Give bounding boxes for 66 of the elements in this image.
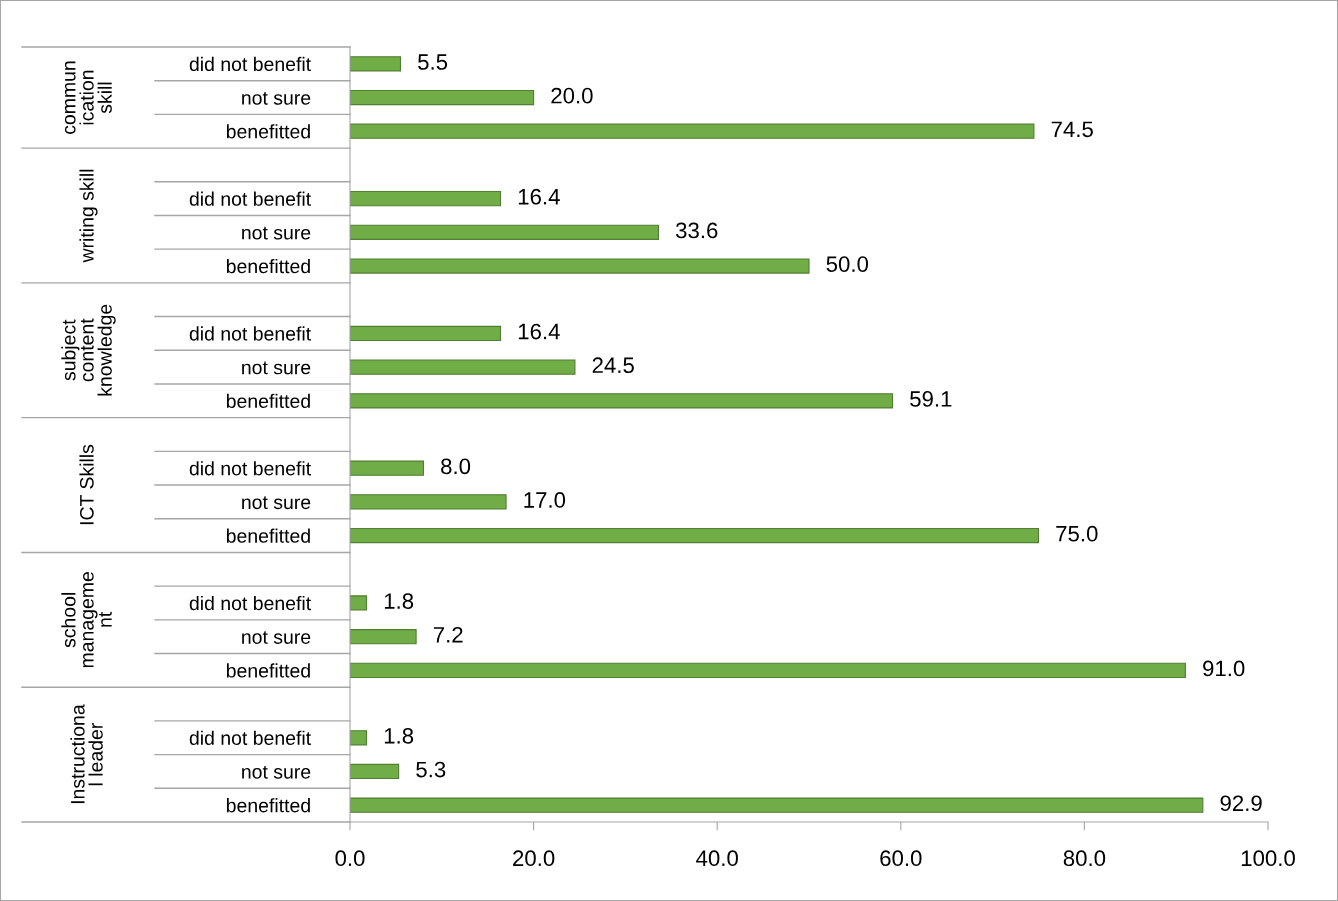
data-label: 5.5 — [418, 54, 448, 70]
data-label: 1.8 — [384, 727, 414, 744]
text: Instructiona l leader — [70, 704, 103, 804]
bar — [350, 730, 368, 746]
bar — [350, 123, 1035, 139]
bar — [350, 393, 894, 409]
y-tick-label: benefitted — [226, 393, 310, 409]
y-tick-label: did not benefit — [189, 326, 311, 341]
y-tick-label: benefitted — [226, 663, 310, 678]
x-tick-label: 60.0 — [880, 850, 922, 867]
text: school manageme nt — [61, 572, 112, 668]
bar — [350, 89, 535, 106]
text: subject content knowledge — [61, 304, 116, 396]
x-tick-label: 100.0 — [1241, 850, 1295, 867]
bar — [350, 460, 424, 476]
data-label: 16.4 — [518, 188, 560, 205]
data-label: 91.0 — [1203, 660, 1245, 677]
data-label: 50.0 — [826, 256, 869, 272]
y-tick-label: did not benefit — [189, 56, 311, 72]
y-tick-label: benefitted — [226, 124, 310, 139]
data-label: 17.0 — [524, 492, 566, 508]
y-tick-label: did not benefit — [189, 461, 311, 476]
bar — [350, 527, 1040, 544]
bar — [350, 797, 1204, 813]
x-tick-label: 40.0 — [696, 850, 738, 867]
data-label: 33.6 — [675, 222, 718, 239]
data-label: 92.9 — [1220, 795, 1262, 812]
text: commun ication skill — [64, 61, 112, 134]
bar — [350, 629, 417, 645]
x-tick-label: 0.0 — [335, 850, 365, 867]
y-tick-label: not sure — [242, 496, 311, 510]
data-label: 7.2 — [433, 626, 463, 643]
bar — [350, 494, 507, 510]
y-tick-label: did not benefit — [189, 191, 311, 206]
y-tick-label: benefitted — [226, 528, 310, 543]
y-tick-label: not sure — [242, 765, 311, 779]
y-tick-label: not sure — [242, 631, 311, 644]
bar — [350, 595, 368, 611]
data-label: 59.1 — [910, 391, 952, 407]
x-tick-label: 20.0 — [513, 850, 555, 867]
data-label: 75.0 — [1056, 525, 1098, 542]
y-tick-label: did not benefit — [189, 730, 311, 745]
y-tick-label: benefitted — [226, 798, 310, 813]
data-label: 5.3 — [416, 761, 446, 778]
y-tick-label: benefitted — [226, 258, 310, 274]
y-tick-label: not sure — [242, 361, 311, 375]
data-label: 16.4 — [518, 323, 560, 340]
y-tick-label: not sure — [242, 92, 311, 105]
bar — [350, 258, 810, 274]
y-tick-label: did not benefit — [189, 595, 311, 611]
bar — [350, 325, 502, 342]
y-tick-label: not sure — [242, 226, 311, 240]
data-label: 74.5 — [1051, 121, 1093, 138]
bar — [350, 662, 1186, 679]
data-label: 8.0 — [441, 458, 471, 475]
bar — [350, 56, 402, 72]
bar — [350, 359, 576, 375]
bar — [350, 224, 660, 240]
data-label: 1.8 — [384, 593, 414, 609]
bar — [350, 763, 400, 780]
text: writing skill — [79, 169, 98, 263]
bar — [350, 190, 502, 207]
data-label: 20.0 — [551, 87, 593, 104]
data-label: 24.5 — [592, 357, 634, 374]
text: ICT Skills — [79, 444, 94, 525]
x-tick-label: 80.0 — [1063, 850, 1106, 867]
